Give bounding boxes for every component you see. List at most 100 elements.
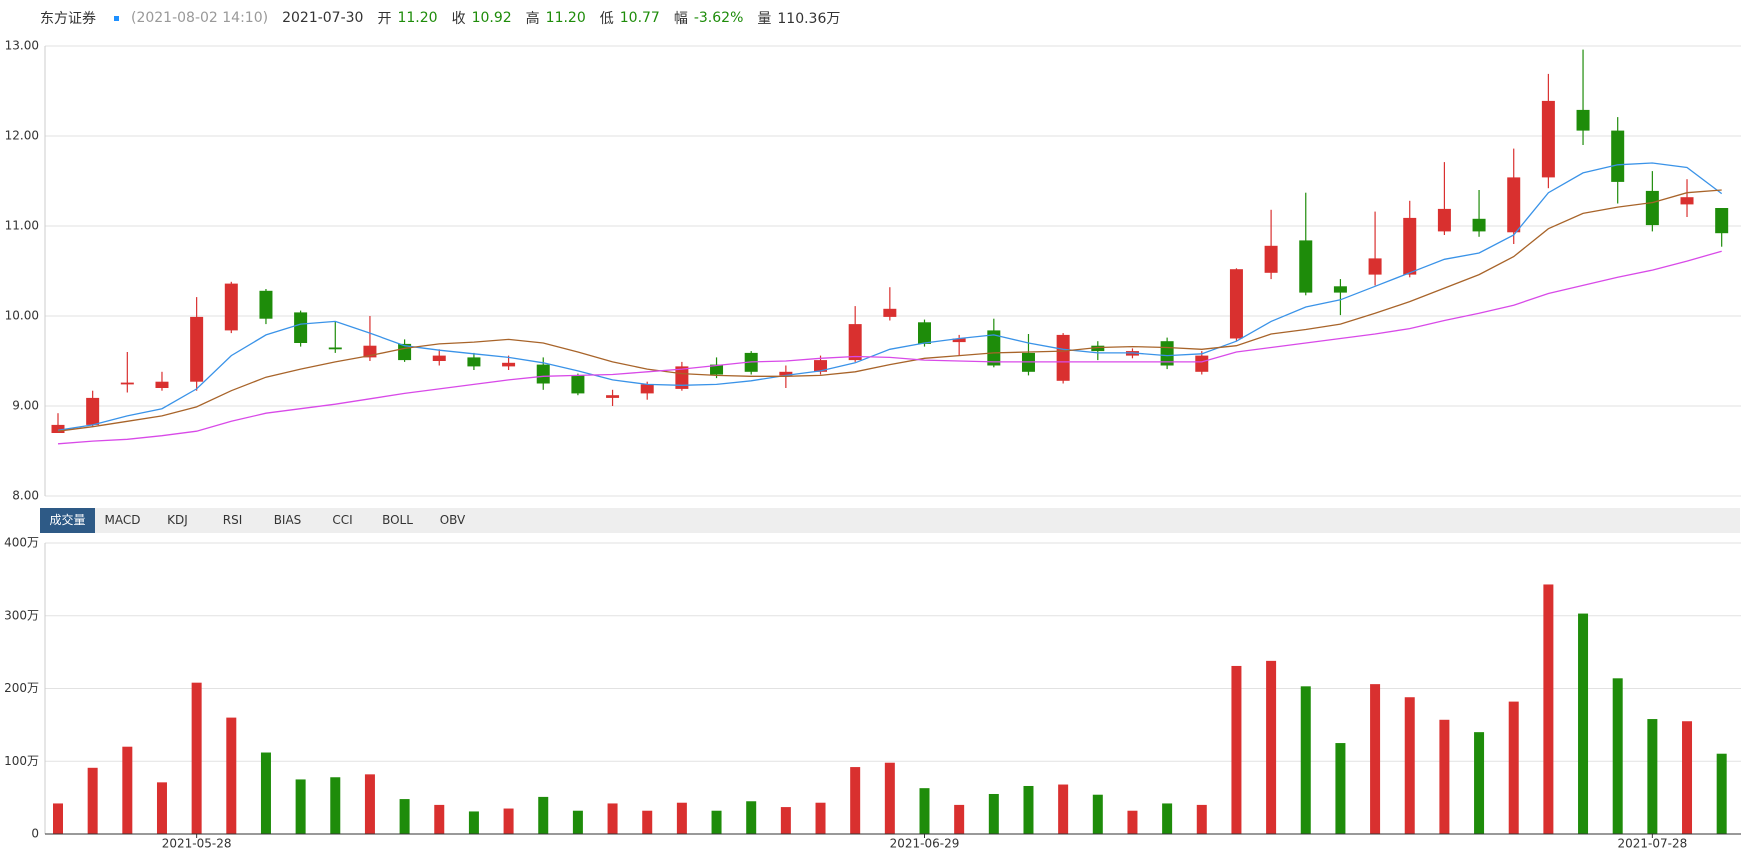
y-tick-label: 11.00 <box>5 219 39 233</box>
candle-body <box>1195 355 1209 372</box>
candle-body <box>224 283 238 331</box>
volume-bar <box>884 762 895 834</box>
x-tick-label: 2021-06-29 <box>890 837 960 850</box>
volume-bar <box>1196 804 1207 834</box>
header: 东方证券 (2021-08-02 14:10) 2021-07-30 开 11.… <box>40 6 846 30</box>
value: 110.36万 <box>777 11 841 27</box>
candle-body <box>1680 197 1694 205</box>
candle-body <box>640 384 654 394</box>
volume-bar <box>607 803 618 834</box>
value: -3.62% <box>693 10 744 26</box>
value: 11.20 <box>545 10 586 26</box>
volume-bar <box>503 808 514 834</box>
y-tick-label: 8.00 <box>12 489 39 503</box>
volume-bar <box>954 804 965 834</box>
volume-bar <box>1543 584 1554 834</box>
volume-bar <box>1682 721 1693 834</box>
candle-body <box>294 312 308 343</box>
volume-bar <box>434 804 445 834</box>
volume-bar <box>53 803 63 834</box>
indicator-tabs: 成交量 MACD KDJ RSI BIAS CCI BOLL OBV <box>40 508 1740 533</box>
volume-bar <box>850 767 861 834</box>
candle-body <box>432 355 446 361</box>
volume-bar <box>1404 697 1415 834</box>
volume-bar <box>330 777 341 834</box>
tab[interactable]: KDJ <box>167 513 188 527</box>
y-tick-label: 9.00 <box>12 399 39 413</box>
volume-bar <box>780 807 791 834</box>
candle-body <box>190 316 204 382</box>
candle-body <box>710 364 724 375</box>
y-tick-label: 12.00 <box>5 129 39 143</box>
candle-body <box>848 324 862 361</box>
volume-bar <box>226 717 237 834</box>
value: 11.20 <box>397 10 438 26</box>
volume-bar <box>1439 719 1450 834</box>
x-tick-label: 2021-07-28 <box>1617 837 1687 850</box>
candle-body <box>1403 217 1417 275</box>
volume-bar <box>642 810 653 834</box>
tab[interactable]: CCI <box>332 513 353 527</box>
volume-bar <box>711 810 722 834</box>
candle-body <box>1056 334 1070 381</box>
volume-bar <box>1647 719 1658 834</box>
candle-body <box>1333 286 1347 293</box>
label: 收 <box>451 11 466 27</box>
label: 幅 <box>673 11 688 27</box>
tab[interactable]: 成交量 <box>40 508 95 533</box>
volume-bar <box>1231 665 1242 834</box>
candle-body <box>675 366 689 389</box>
volume-bar <box>538 796 549 834</box>
tab[interactable]: BIAS <box>273 513 302 527</box>
candle-body <box>1715 208 1729 234</box>
candle-body <box>1264 245 1278 273</box>
tab[interactable]: BOLL <box>382 513 413 527</box>
volume-bar <box>815 802 826 834</box>
candle-body <box>814 360 828 372</box>
volume-bar <box>1578 613 1589 834</box>
candle-body <box>328 347 342 350</box>
candle-body <box>779 371 793 376</box>
candle-body <box>1091 345 1105 352</box>
tab[interactable]: RSI <box>222 513 243 527</box>
volume-bar <box>676 802 687 834</box>
label: 量 <box>757 11 772 27</box>
candle-body <box>1229 269 1243 339</box>
volume-bar <box>468 811 479 834</box>
volume-bar <box>191 682 202 834</box>
y-tick-label: 200万 <box>4 681 39 695</box>
timestamp: (2021-08-02 14:10) <box>131 10 269 26</box>
volume-bar <box>572 810 583 834</box>
y-tick-label: 0 <box>31 827 39 841</box>
candle-body <box>1611 130 1625 182</box>
volume-bar <box>1335 743 1346 834</box>
volume-bar <box>1370 684 1381 834</box>
volume-bar <box>1162 803 1173 834</box>
volume-bar <box>1092 794 1103 834</box>
label: 高 <box>525 11 540 27</box>
candle-body <box>86 397 100 425</box>
candle-body <box>883 308 897 317</box>
candle-body <box>1507 177 1521 233</box>
volume-bar <box>364 774 375 834</box>
volume-bar <box>988 793 999 834</box>
candle-body <box>155 381 169 388</box>
volume-bar <box>399 799 410 834</box>
tab[interactable]: OBV <box>439 513 466 527</box>
value: 10.77 <box>619 10 660 26</box>
volume-bar <box>156 782 167 834</box>
candle-body <box>120 382 134 385</box>
candle-body <box>1299 240 1313 293</box>
y-tick-label: 10.00 <box>5 309 39 323</box>
candle-body <box>502 362 516 367</box>
volume-bar <box>1474 732 1485 834</box>
y-tick-label: 13.00 <box>5 39 39 53</box>
candle-body <box>918 322 931 344</box>
volume-bar <box>1612 678 1623 834</box>
volume-bar <box>1508 701 1519 834</box>
x-tick-label: 2021-05-28 <box>162 837 232 850</box>
tab[interactable]: MACD <box>104 513 141 527</box>
volume-bar <box>919 788 930 834</box>
